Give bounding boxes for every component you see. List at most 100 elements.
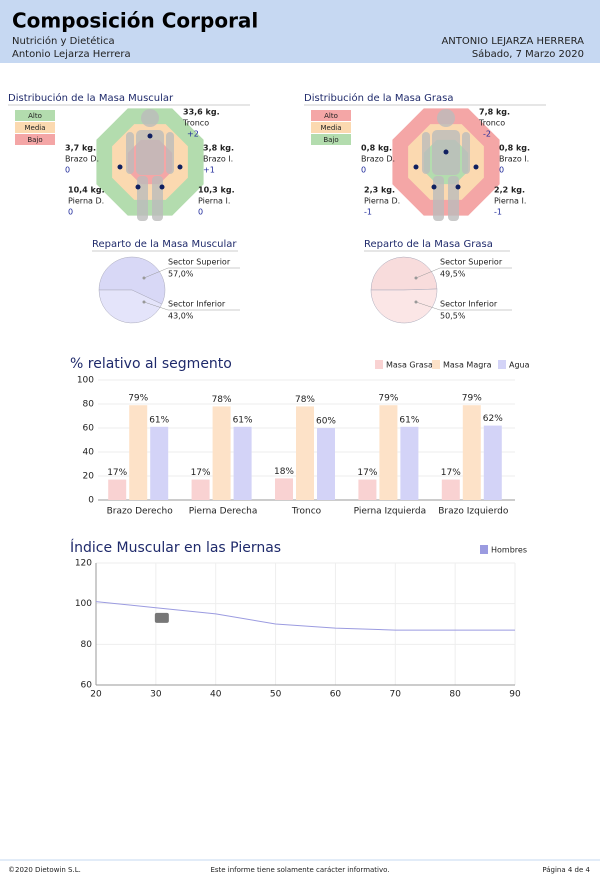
segment-name: Tronco — [182, 119, 209, 128]
segment-change: 0 — [68, 208, 73, 217]
bar — [462, 405, 481, 500]
bar-value-label: 78% — [295, 395, 315, 405]
segment-dot — [177, 164, 183, 170]
legend-swatch — [311, 110, 351, 121]
segment-dot — [413, 164, 419, 170]
line-title: Índice Muscular en las Piernas — [70, 539, 281, 556]
legend-label: Bajo — [323, 136, 338, 144]
x-tick-label: 70 — [390, 690, 402, 700]
legend-swatch — [15, 110, 55, 121]
y-tick-label: 120 — [75, 559, 92, 569]
legend-swatch — [432, 360, 440, 369]
legend-label: Media — [24, 124, 45, 132]
segment-dot — [147, 133, 153, 139]
segment-change: 0 — [499, 166, 504, 175]
segment-mass: 2,3 kg. — [364, 186, 395, 195]
segment-dot — [455, 184, 461, 190]
bar — [150, 426, 169, 500]
bar — [400, 426, 419, 500]
bar-value-label: 78% — [212, 395, 232, 405]
bar — [212, 406, 231, 500]
segment-change: 0 — [198, 208, 203, 217]
section-title: Distribución de la Masa Grasa — [304, 92, 453, 104]
patient: ANTONIO LEJARZA HERRERA — [441, 36, 584, 47]
leader — [415, 267, 441, 279]
segment-name: Tronco — [478, 119, 505, 128]
date: Sábado, 7 Marzo 2020 — [472, 48, 584, 60]
x-tick-label: Brazo Derecho — [107, 507, 174, 517]
segment-name: Brazo D. — [65, 155, 99, 164]
segment-mass: 10,3 kg. — [198, 186, 235, 195]
bar — [233, 426, 252, 500]
bar-title: % relativo al segmento — [70, 356, 232, 372]
segment-change: +1 — [203, 166, 215, 175]
legend-label: Media — [320, 124, 341, 132]
segment-dot — [135, 184, 141, 190]
segment-change: 0 — [361, 166, 366, 175]
y-tick-label: 100 — [75, 599, 92, 609]
header-band — [0, 0, 600, 63]
segment-dot — [473, 164, 479, 170]
patient-marker — [154, 612, 169, 623]
pie-category: Sector Superior — [440, 258, 503, 267]
segment-dot — [117, 164, 123, 170]
segment-mass: 2,2 kg. — [494, 186, 525, 195]
segment-change: +2 — [187, 130, 199, 139]
bar — [296, 406, 314, 500]
bar — [129, 405, 148, 500]
pie-category: Sector Inferior — [168, 300, 226, 309]
pie-value-label: 49,5% — [440, 270, 466, 279]
bar-value-label: 17% — [357, 468, 377, 478]
segment-mass: 33,6 kg. — [183, 108, 220, 117]
leader-dot — [142, 300, 146, 304]
x-tick-label: Brazo Izquierdo — [438, 507, 509, 517]
bar-value-label: 18% — [274, 467, 294, 477]
pie-value-label: 57,0% — [168, 270, 194, 279]
bar-value-label: 17% — [441, 468, 461, 478]
legend-swatch — [498, 360, 506, 369]
segment-mass: 3,7 kg. — [65, 144, 96, 153]
legend-swatch — [15, 134, 55, 145]
x-tick-label: 40 — [210, 690, 222, 700]
x-tick-label: Tronco — [291, 507, 322, 517]
bar — [441, 479, 460, 500]
segment-mass: 10,4 kg. — [68, 186, 105, 195]
segment-name: Pierna I. — [198, 197, 230, 206]
leader-dot — [414, 276, 418, 280]
subtitle: Nutrición y Dietética — [12, 35, 115, 47]
bar-value-label: 79% — [378, 394, 398, 404]
segment-name: Pierna I. — [494, 197, 526, 206]
leader — [143, 301, 169, 311]
x-tick-label: Pierna Derecha — [189, 507, 258, 517]
y-tick-label: 100 — [77, 376, 94, 386]
bar — [317, 428, 335, 500]
legend-label: Masa Grasa — [386, 361, 433, 370]
segment-change: -1 — [364, 208, 372, 217]
page-number: Página 4 de 4 — [542, 866, 590, 874]
body-leg-r — [448, 176, 459, 221]
leader-dot — [414, 300, 418, 304]
x-tick-label: 60 — [330, 690, 342, 700]
body-leg-l — [433, 176, 444, 221]
x-tick-label: 30 — [150, 690, 162, 700]
bar-value-label: 17% — [191, 468, 211, 478]
segment-dot — [443, 149, 449, 155]
segment-name: Pierna D. — [364, 197, 400, 206]
x-tick-label: 20 — [90, 690, 102, 700]
pie-value-label: 43,0% — [168, 312, 194, 321]
leader — [143, 267, 169, 279]
copyright: ©2020 Dietowin S.L. — [8, 866, 81, 874]
bar — [358, 479, 377, 500]
author: Antonio Lejarza Herrera — [12, 49, 131, 60]
leader-dot — [142, 276, 146, 280]
pie-slice — [370, 256, 438, 291]
legend-label: Alto — [28, 112, 42, 120]
x-tick-label: Pierna Izquierda — [354, 507, 427, 517]
pie-value-label: 50,5% — [440, 312, 466, 321]
leader — [415, 301, 441, 311]
pie-slice — [98, 256, 166, 305]
section-title: Distribución de la Masa Muscular — [8, 92, 174, 104]
bar-value-label: 62% — [483, 414, 503, 424]
